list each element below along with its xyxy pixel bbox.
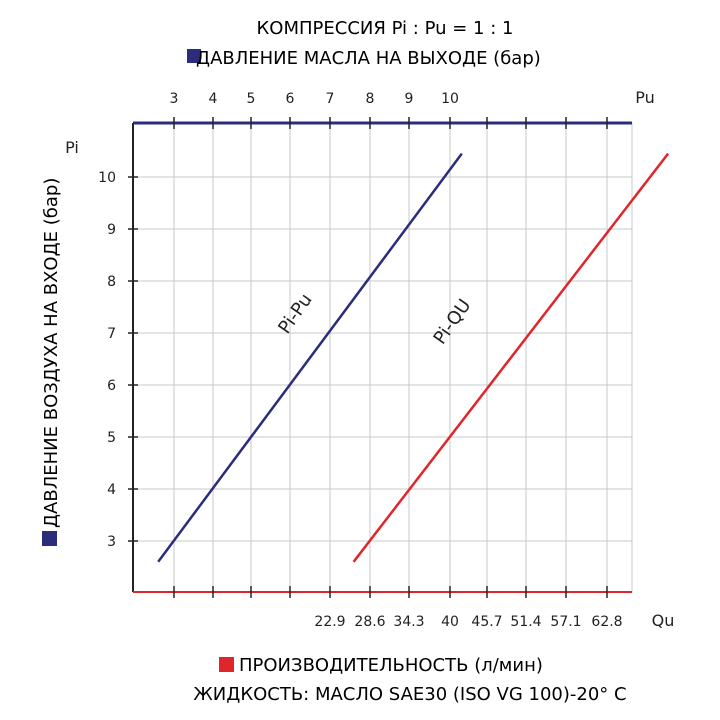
top-tick-label: 3 bbox=[170, 91, 179, 107]
top-axis-legend: ДАВЛЕНИЕ МАСЛА НА ВЫХОДЕ (бар) bbox=[196, 48, 541, 69]
left-axis-legend-marker bbox=[42, 531, 57, 546]
series-lines: Pi-Pu Pi-QU bbox=[157, 152, 670, 563]
top-tick-label: 5 bbox=[247, 91, 256, 107]
series-label-pi-pu: Pi-Pu bbox=[274, 290, 316, 338]
bottom-tick-label: 51.4 bbox=[510, 614, 541, 630]
top-axis-legend-marker bbox=[187, 49, 201, 63]
bottom-axis-name: Qu bbox=[652, 611, 675, 630]
top-tick-label: 6 bbox=[286, 91, 295, 107]
top-tick-label: 4 bbox=[209, 91, 218, 107]
left-tick-label: 10 bbox=[98, 170, 116, 186]
bottom-tick-label: 40 bbox=[441, 614, 459, 630]
top-tick-label: 9 bbox=[405, 91, 414, 107]
bottom-tick-label: 57.1 bbox=[550, 614, 581, 630]
left-tick-label: 4 bbox=[107, 482, 116, 498]
left-tick-label: 5 bbox=[107, 430, 116, 446]
grid bbox=[133, 123, 633, 592]
footer-note: ЖИДКОСТЬ: МАСЛО SAE30 (ISO VG 100)-20° C bbox=[193, 684, 626, 705]
bottom-tick-label: 22.9 bbox=[314, 614, 345, 630]
bottom-tick-label: 28.6 bbox=[354, 614, 385, 630]
bottom-tick-label: 34.3 bbox=[393, 614, 424, 630]
bottom-tick-label: 62.8 bbox=[591, 614, 622, 630]
series-line-pi-qu bbox=[352, 152, 670, 563]
axes bbox=[128, 117, 632, 598]
top-tick-label: 8 bbox=[366, 91, 375, 107]
bottom-axis-legend: ПРОИЗВОДИТЕЛЬНОСТЬ (л/мин) bbox=[239, 655, 543, 676]
left-axis-legend: ДАВЛЕНИЕ ВОЗДУХА НА ВХОДЕ (бар) bbox=[41, 178, 62, 528]
bottom-axis-legend-marker bbox=[219, 657, 234, 672]
top-axis-name: Pu bbox=[635, 88, 655, 107]
left-axis-name: Pi bbox=[65, 138, 79, 157]
top-tick-label: 10 bbox=[441, 91, 459, 107]
series-line-pi-pu bbox=[157, 152, 463, 563]
bottom-tick-label: 45.7 bbox=[471, 614, 502, 630]
chart-title: КОМПРЕССИЯ Pi : Pu = 1 : 1 bbox=[257, 18, 514, 39]
left-tick-label: 8 bbox=[107, 274, 116, 290]
left-tick-label: 3 bbox=[107, 534, 116, 550]
tick-labels: 3 4 5 6 7 8 9 10 3 4 5 6 7 8 9 10 22.9 28.6 34.3 40 45.7 51.4… bbox=[98, 91, 622, 630]
left-tick-label: 6 bbox=[107, 378, 116, 394]
left-tick-label: 9 bbox=[107, 222, 116, 238]
top-tick-label: 7 bbox=[326, 91, 335, 107]
left-tick-label: 7 bbox=[107, 326, 116, 342]
series-label-pi-qu: Pi-QU bbox=[430, 295, 476, 348]
